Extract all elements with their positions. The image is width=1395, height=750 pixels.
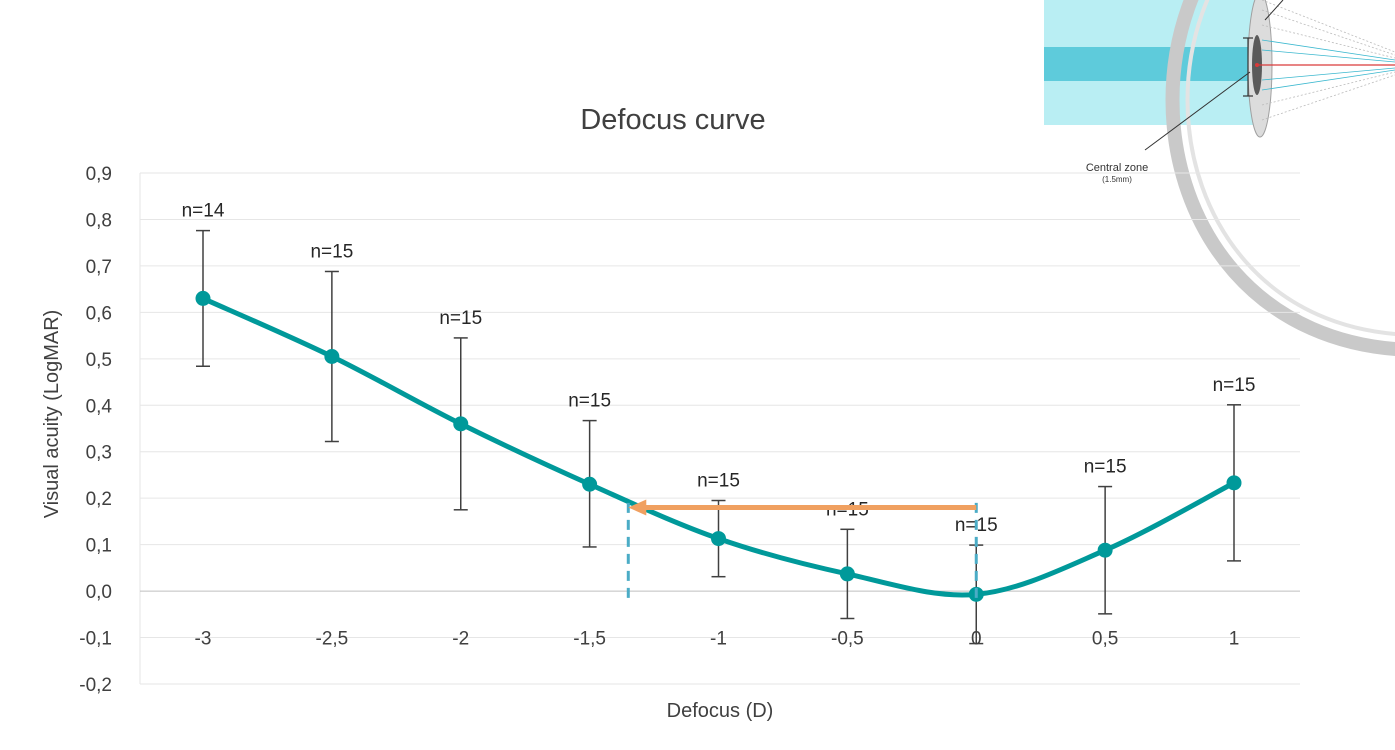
- eye-outline: [1165, 0, 1395, 356]
- leader-line: [1144, 71, 1251, 151]
- data-point: [1097, 542, 1113, 558]
- ray-7: [1261, 71, 1395, 106]
- data-point: [1226, 475, 1242, 491]
- ray-2: [1261, 49, 1395, 63]
- inset-sublabel: (1.5mm): [1102, 175, 1132, 184]
- y-tick-label: 0,7: [86, 257, 112, 278]
- beam-core: [1044, 47, 1254, 81]
- chart-title: Defocus curve: [580, 104, 765, 136]
- data-point: [453, 416, 469, 432]
- data-point: [711, 531, 726, 547]
- y-tick-label: 0,9: [86, 164, 112, 185]
- n-label: n=15: [310, 241, 353, 262]
- n-label: n=15: [1213, 375, 1256, 396]
- error-bars: [196, 229, 1241, 645]
- y-tick-label: 0,6: [86, 303, 112, 324]
- x-tick-label: 0,5: [1092, 629, 1118, 650]
- data-point: [324, 348, 340, 364]
- n-label: n=14: [182, 201, 225, 222]
- x-tick-label: -2: [452, 629, 469, 650]
- data-points: [195, 290, 1242, 602]
- y-tick-label: 0,2: [86, 489, 112, 510]
- ray-3: [1261, 67, 1395, 81]
- n-label: n=15: [697, 471, 740, 492]
- data-point: [195, 290, 211, 306]
- y-tick-label: -0,2: [79, 675, 112, 696]
- range-arrow-head: [628, 499, 647, 516]
- n-label: n=15: [1084, 457, 1127, 478]
- data-point: [582, 476, 598, 492]
- y-tick-label: 0,8: [86, 210, 112, 231]
- y-tick-label: 0,3: [86, 443, 112, 464]
- x-tick-labels: -3-2,5-2-1,5-1-0,500,51: [195, 629, 1240, 650]
- data-point: [839, 566, 855, 582]
- axis-point: [1255, 63, 1259, 67]
- eye-outline-inner: [1185, 0, 1395, 336]
- light-rays: [1261, 0, 1395, 121]
- y-tick-label: 0,5: [86, 350, 112, 371]
- y-axis-title: Visual acuity (LogMAR): [41, 310, 63, 519]
- y-tick-label: 0,1: [86, 536, 112, 557]
- x-tick-label: -1,5: [573, 629, 606, 650]
- x-tick-label: -2,5: [316, 629, 349, 650]
- ray-6: [1261, 24, 1395, 59]
- y-tick-labels: -0,2 -0,1 0,0 0,1 0,2 0,3 0,4 0,5 0,6 0,7 0,8 0,9: [79, 164, 112, 696]
- x-tick-label: 1: [1229, 629, 1240, 650]
- inset-label: Central zone: [1086, 162, 1148, 174]
- x-tick-label: -1: [710, 629, 727, 650]
- ray-8: [1261, 74, 1395, 121]
- y-tick-label: 0,0: [86, 582, 112, 603]
- ray-9: [1261, 0, 1395, 53]
- x-tick-label: -0,5: [831, 629, 864, 650]
- x-axis-title: Defocus (D): [667, 700, 774, 722]
- y-tick-label: -0,1: [79, 629, 112, 650]
- leader-line-top: [1264, 0, 1284, 21]
- ray-5: [1261, 9, 1395, 56]
- annotations: [626, 499, 978, 601]
- lens-diagram-inset: Central zone (1.5mm): [1044, 0, 1395, 356]
- y-tick-label: 0,4: [86, 396, 113, 417]
- ray-1: [1261, 39, 1395, 61]
- n-label: n=15: [439, 308, 482, 329]
- n-label: n=15: [568, 391, 611, 412]
- n-labels: n=14n=15n=15n=15n=15n=15n=15n=15n=15: [182, 201, 1256, 536]
- x-tick-label: -3: [195, 629, 212, 650]
- ray-4: [1261, 69, 1395, 91]
